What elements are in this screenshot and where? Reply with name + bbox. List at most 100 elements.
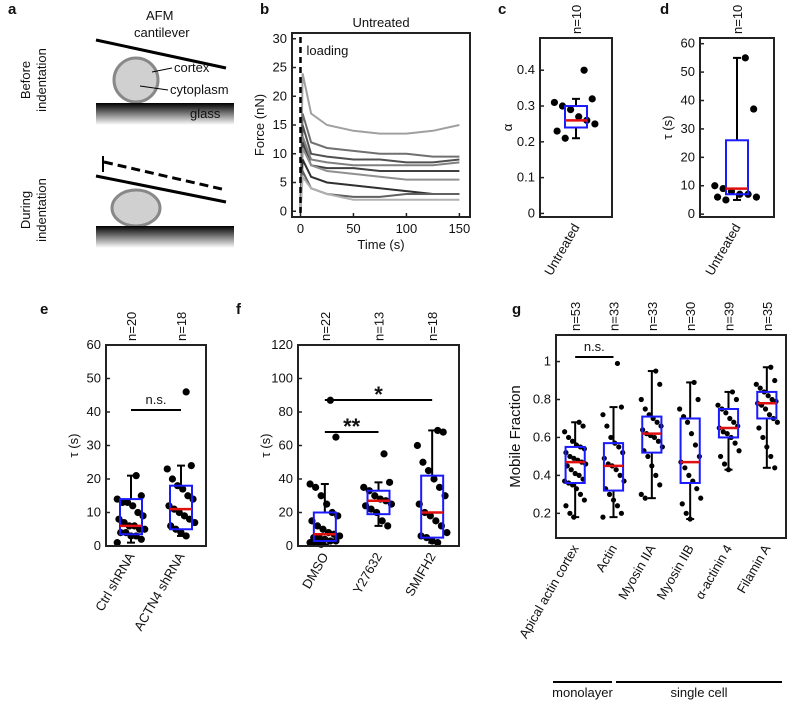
- panel-label: b: [260, 1, 269, 18]
- y-tick-label: 10: [273, 146, 287, 161]
- data-point: [180, 512, 189, 520]
- x-tick-label: Actin: [593, 542, 620, 575]
- x-tick-label: 0: [297, 221, 304, 236]
- data-point: [168, 475, 177, 483]
- glass: [96, 226, 234, 248]
- data-point: [384, 522, 392, 530]
- data-point: [139, 512, 147, 520]
- box: [312, 511, 337, 542]
- data-point: [573, 486, 580, 492]
- cantilever: [95, 174, 227, 204]
- panel-label: g: [512, 301, 521, 318]
- data-point: [729, 389, 736, 395]
- data-point: [765, 393, 771, 399]
- panel-label: d: [660, 1, 669, 18]
- data-point: [715, 402, 721, 408]
- y-tick-label: 5: [280, 175, 287, 190]
- data-point: [588, 95, 596, 103]
- data-point: [723, 410, 729, 416]
- n-label: n=30: [683, 302, 698, 331]
- data-point: [694, 486, 700, 492]
- during-label: indentation: [34, 178, 49, 242]
- pointer: [139, 85, 169, 91]
- data-point: [576, 472, 582, 478]
- y-tick-label: 50: [87, 371, 101, 386]
- x-tick-label: Filamin A: [734, 542, 774, 596]
- y-tick-label: 0.2: [517, 134, 535, 149]
- n-label: n=39: [722, 302, 737, 331]
- data-point: [684, 419, 691, 425]
- force-trace: [299, 141, 460, 212]
- y-axis-label: τ (s): [258, 434, 273, 458]
- data-point: [179, 485, 187, 493]
- y-tick-label: 60: [681, 36, 695, 51]
- data-point: [571, 455, 577, 461]
- data-point: [655, 438, 662, 444]
- n-label: n=13: [372, 312, 387, 341]
- data-point: [332, 433, 340, 441]
- data-point: [335, 532, 344, 540]
- data-point: [736, 448, 742, 454]
- y-tick-label: 0: [280, 203, 287, 218]
- data-point: [177, 529, 185, 537]
- box: [564, 445, 586, 484]
- data-point: [772, 377, 778, 384]
- data-point: [774, 419, 780, 425]
- data-point: [608, 434, 614, 441]
- cantilever-label: AFM: [146, 8, 173, 23]
- y-tick-label: 20: [87, 471, 101, 486]
- data-point: [313, 522, 322, 530]
- data-point: [741, 54, 749, 62]
- data-point: [319, 525, 327, 533]
- axes-frame: [555, 334, 787, 539]
- force-trace: [299, 147, 460, 212]
- data-point: [766, 412, 773, 418]
- x-tick-label: Myosin IIB: [653, 542, 696, 602]
- x-tick-label: Untreated: [541, 221, 583, 278]
- x-tick-label: 100: [396, 221, 418, 236]
- group-label: single cell: [670, 685, 727, 700]
- before-label: indentation: [34, 48, 49, 112]
- data-point: [617, 472, 623, 478]
- data-point: [367, 505, 375, 513]
- data-point: [727, 415, 733, 422]
- y-tick-label: 80: [279, 404, 293, 419]
- n-label: n=20: [124, 312, 139, 341]
- data-point: [657, 381, 663, 387]
- data-point: [577, 491, 584, 497]
- y-axis-label: Force (nN): [252, 94, 267, 156]
- panel-label: e: [40, 301, 48, 318]
- y-tick-label: 0.3: [517, 98, 535, 113]
- data-point: [719, 184, 727, 193]
- data-point: [187, 462, 195, 470]
- data-point: [717, 453, 724, 460]
- data-point: [692, 442, 699, 448]
- data-point: [638, 491, 644, 497]
- data-point: [642, 495, 648, 501]
- data-point: [614, 360, 621, 367]
- box: [119, 498, 143, 536]
- data-point: [711, 182, 719, 190]
- cantilever-label: cantilever: [134, 25, 190, 40]
- data-point: [732, 440, 738, 446]
- annotation: n.s.: [146, 392, 167, 407]
- data-point: [306, 539, 314, 547]
- data-point: [432, 517, 440, 525]
- y-tick-label: 30: [273, 31, 287, 46]
- data-point: [553, 127, 561, 135]
- data-point: [772, 465, 778, 471]
- glass-label: glass: [190, 106, 221, 121]
- data-point: [163, 465, 171, 473]
- data-point: [576, 419, 582, 425]
- data-point: [572, 470, 578, 477]
- cantilever: [95, 38, 227, 70]
- n-label: n=10: [730, 5, 745, 34]
- n-label: n=33: [607, 302, 622, 331]
- data-point: [750, 105, 758, 113]
- data-point: [123, 498, 132, 507]
- box: [756, 390, 778, 420]
- data-point: [182, 532, 190, 540]
- data-point: [567, 106, 575, 114]
- data-point: [721, 461, 728, 467]
